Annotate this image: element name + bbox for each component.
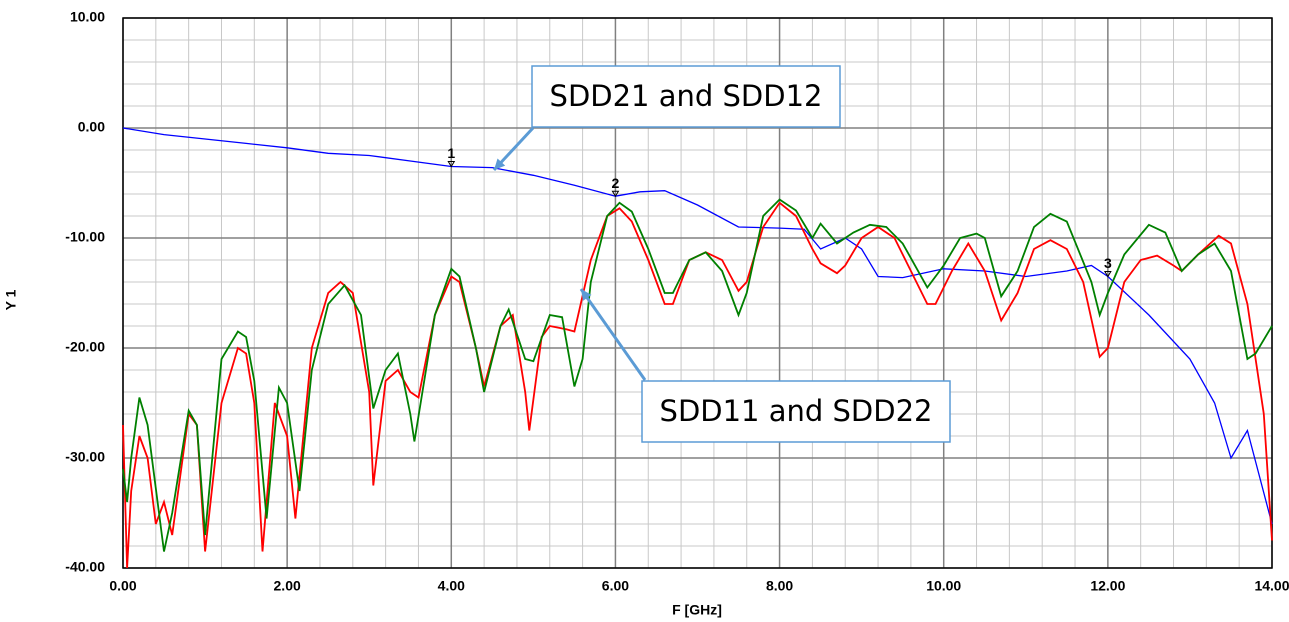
x-tick-label: 2.00 <box>274 578 301 594</box>
y-tick-label: -40.00 <box>65 559 105 575</box>
x-axis-label: F [GHz] <box>672 602 722 618</box>
data-line <box>122 127 1273 525</box>
data-line <box>122 198 1273 552</box>
marker <box>1103 271 1112 278</box>
marker-label: 1 <box>447 145 455 161</box>
x-tick-label: 12.00 <box>1090 578 1125 594</box>
x-tick-label: 14.00 <box>1254 578 1289 594</box>
x-tick-label: 4.00 <box>438 578 465 594</box>
callout-text: SDD11 and SDD22 <box>660 394 933 428</box>
callout-box <box>641 380 951 443</box>
plot-frame <box>122 17 1273 569</box>
marker <box>447 161 456 168</box>
callout-arrow-head <box>581 289 592 301</box>
y-tick-label: -10.00 <box>65 229 105 245</box>
marker-label: 3 <box>1104 255 1112 271</box>
y-tick-label: 0.00 <box>78 119 105 135</box>
data-line <box>122 201 1273 569</box>
callout-arrow-head <box>494 158 506 170</box>
y-tick-label: -30.00 <box>65 449 105 465</box>
callout-text: SDD21 and SDD12 <box>550 79 823 113</box>
callout-box <box>531 65 841 128</box>
y-tick-label: -20.00 <box>65 339 105 355</box>
x-tick-label: 0.00 <box>109 578 136 594</box>
y-tick-label: 10.00 <box>70 9 105 25</box>
marker-label: 2 <box>612 175 620 191</box>
y-axis-label: Y 1 <box>3 289 19 310</box>
marker <box>611 190 620 198</box>
x-tick-label: 6.00 <box>602 578 629 594</box>
x-tick-label: 10.00 <box>926 578 961 594</box>
x-tick-label: 8.00 <box>766 578 793 594</box>
callout-arrow <box>579 288 647 381</box>
